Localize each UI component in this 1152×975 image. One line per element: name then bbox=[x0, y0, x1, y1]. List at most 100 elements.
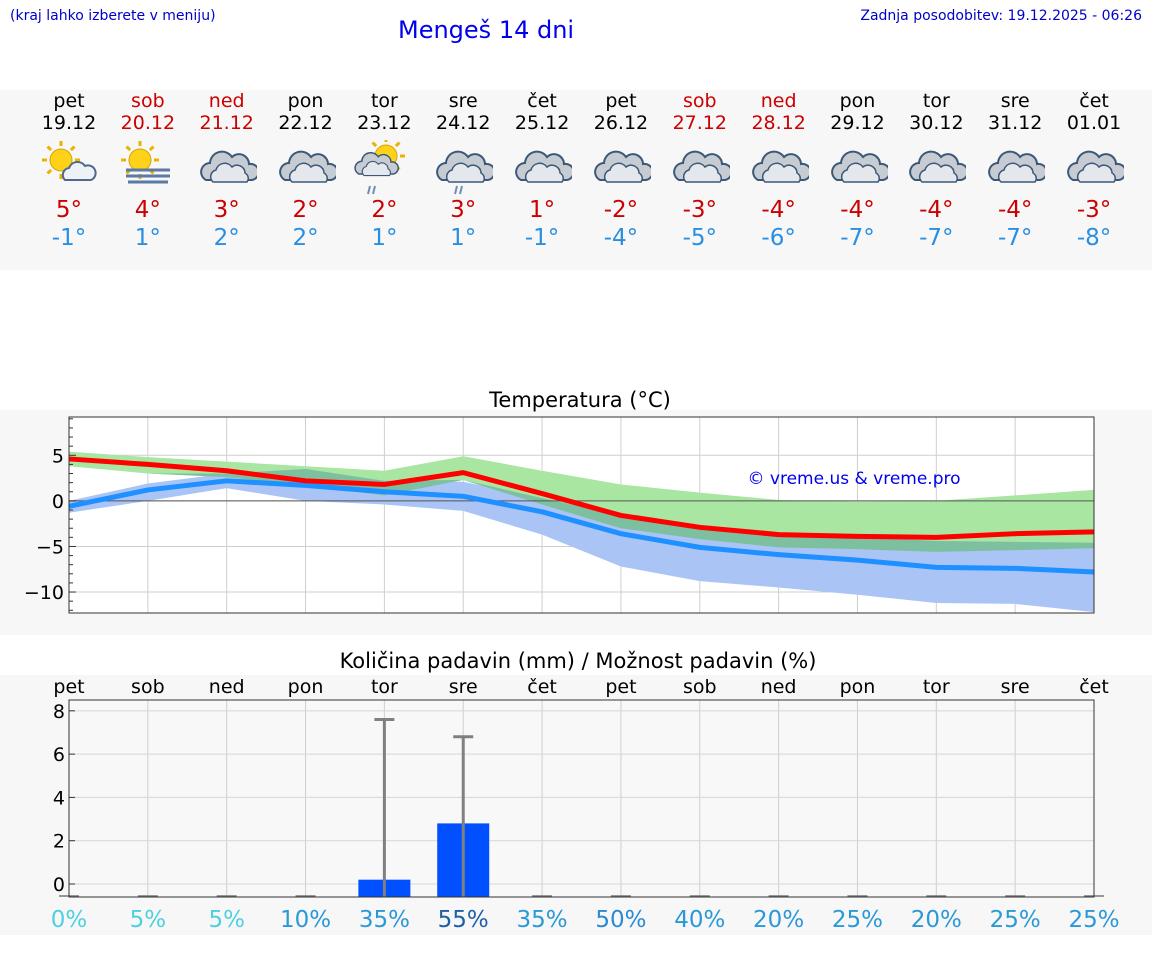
day-date: 21.12 bbox=[199, 112, 254, 134]
header-note[interactable]: (kraj lahko izberete v meniju) bbox=[10, 8, 216, 24]
category-label: čet bbox=[527, 676, 557, 698]
precip-chance-label: 5% bbox=[208, 907, 245, 930]
y-tick-label: 5 bbox=[52, 445, 64, 467]
y-tick-label: 4 bbox=[53, 787, 65, 809]
y-tick-label: −10 bbox=[24, 582, 64, 604]
day-date: 20.12 bbox=[120, 112, 176, 134]
y-tick-label: 0 bbox=[52, 491, 64, 513]
temp-max: -2° bbox=[603, 197, 639, 223]
precip-chance-label: 40% bbox=[674, 907, 725, 930]
cloud-icon bbox=[751, 150, 812, 183]
weather-icon bbox=[197, 140, 260, 190]
category-label: pet bbox=[53, 676, 84, 698]
plot-frame bbox=[68, 699, 1095, 898]
temperature-chart-title: Temperatura (°C) bbox=[488, 388, 671, 412]
temp-min: -7° bbox=[919, 225, 954, 251]
cloud-icon bbox=[278, 150, 339, 183]
weather-icon bbox=[749, 140, 812, 190]
weather-icon bbox=[118, 140, 178, 190]
day-date: 25.12 bbox=[514, 112, 570, 134]
category-label: pon bbox=[288, 676, 324, 698]
forecast-days: pet 19.12 5° -1° sob 20.12 4° 1° ned 21.12 3° 2° pon… bbox=[0, 90, 1152, 270]
temp-max: 3° bbox=[213, 197, 240, 223]
temp-max: 1° bbox=[529, 197, 556, 223]
weather-icon bbox=[670, 140, 733, 190]
day-date: 31.12 bbox=[987, 112, 1043, 134]
forecast-day: sob 20.12 4° 1° bbox=[108, 90, 188, 252]
forecast-day: tor 23.12 2° 1° bbox=[344, 90, 424, 252]
category-label: pon bbox=[840, 676, 876, 698]
max-temp-line bbox=[68, 456, 1095, 540]
cloud-icon bbox=[909, 150, 969, 183]
day-name: ned bbox=[208, 90, 245, 112]
day-name: sob bbox=[683, 90, 717, 112]
day-name: čet bbox=[527, 90, 557, 112]
temp-min: 2° bbox=[292, 225, 319, 251]
weather-icon bbox=[512, 140, 575, 190]
fog-icon bbox=[125, 168, 170, 184]
day-name: pet bbox=[53, 90, 85, 112]
category-label: tor bbox=[371, 676, 398, 698]
forecast-day: pet 26.12 -2° -4° bbox=[581, 90, 661, 252]
cloud-icon bbox=[199, 150, 260, 183]
precip-chance-label: 10% bbox=[280, 907, 331, 930]
cloud-icon bbox=[515, 150, 575, 183]
weather-icon bbox=[906, 140, 969, 190]
weather-icon bbox=[828, 140, 891, 190]
category-label: sre bbox=[449, 676, 478, 698]
weather-icon bbox=[985, 140, 1048, 190]
day-name: pon bbox=[839, 90, 876, 112]
page-title: Mengeš 14 dni bbox=[398, 16, 575, 44]
temp-min: 1° bbox=[371, 225, 398, 251]
min-temp-line bbox=[68, 478, 1095, 575]
cloud-icon bbox=[830, 150, 891, 183]
temp-min: 1° bbox=[450, 225, 477, 251]
category-label: ned bbox=[209, 676, 245, 698]
y-tick-label: −5 bbox=[36, 536, 64, 558]
weather-icon bbox=[354, 137, 414, 195]
cloud-icon bbox=[436, 150, 496, 183]
cloud-icon bbox=[672, 150, 733, 183]
day-date: 29.12 bbox=[830, 112, 885, 134]
day-name: sre bbox=[448, 90, 478, 112]
forecast-day: ned 21.12 3° 2° bbox=[187, 90, 267, 252]
category-label: sre bbox=[1001, 676, 1030, 698]
weather-icon bbox=[591, 140, 654, 190]
day-name: ned bbox=[760, 90, 797, 112]
temp-max: -4° bbox=[997, 197, 1033, 223]
forecast-day: pon 22.12 2° 2° bbox=[266, 90, 346, 252]
category-label: sob bbox=[683, 676, 717, 698]
min-temp-band bbox=[69, 468, 1094, 613]
day-date: 19.12 bbox=[41, 112, 97, 134]
forecast-day: pon 29.12 -4° -7° bbox=[818, 90, 898, 252]
weather-icon bbox=[1064, 140, 1127, 190]
day-name: sre bbox=[1000, 90, 1030, 112]
cloud-icon bbox=[988, 150, 1048, 183]
precipitation-chart: Količina padavin (mm) / Možnost padavin … bbox=[51, 649, 1120, 930]
temp-max: 4° bbox=[134, 197, 161, 223]
temp-max: 2° bbox=[292, 197, 319, 223]
forecast-day: čet 01.01 -3° -8° bbox=[1054, 90, 1134, 252]
rain-icon bbox=[454, 185, 464, 195]
temp-max: -4° bbox=[919, 197, 954, 223]
temp-max: 2° bbox=[371, 197, 398, 223]
category-label: pet bbox=[605, 676, 636, 698]
precip-chance-label: 25% bbox=[832, 907, 883, 930]
sun-icon bbox=[42, 141, 80, 179]
precip-chance-label: 55% bbox=[438, 907, 489, 930]
cloud-icon bbox=[354, 151, 400, 177]
precip-chance-label: 35% bbox=[359, 907, 410, 930]
weather-icon bbox=[433, 140, 496, 195]
cloud-icon bbox=[594, 150, 654, 183]
temp-max: 5° bbox=[55, 197, 83, 223]
temp-min: -5° bbox=[682, 225, 718, 251]
weather-icon bbox=[39, 140, 99, 190]
precip-chance-label: 5% bbox=[130, 907, 167, 930]
forecast-day: sob 27.12 -3° -5° bbox=[660, 90, 740, 252]
temp-min: -6° bbox=[761, 225, 796, 251]
temp-min: 2° bbox=[213, 225, 240, 251]
category-label: ned bbox=[761, 676, 797, 698]
precip-chance-label: 25% bbox=[990, 907, 1041, 930]
forecast-day: sre 24.12 3° 1° bbox=[423, 90, 503, 252]
temp-min: -1° bbox=[524, 225, 560, 251]
